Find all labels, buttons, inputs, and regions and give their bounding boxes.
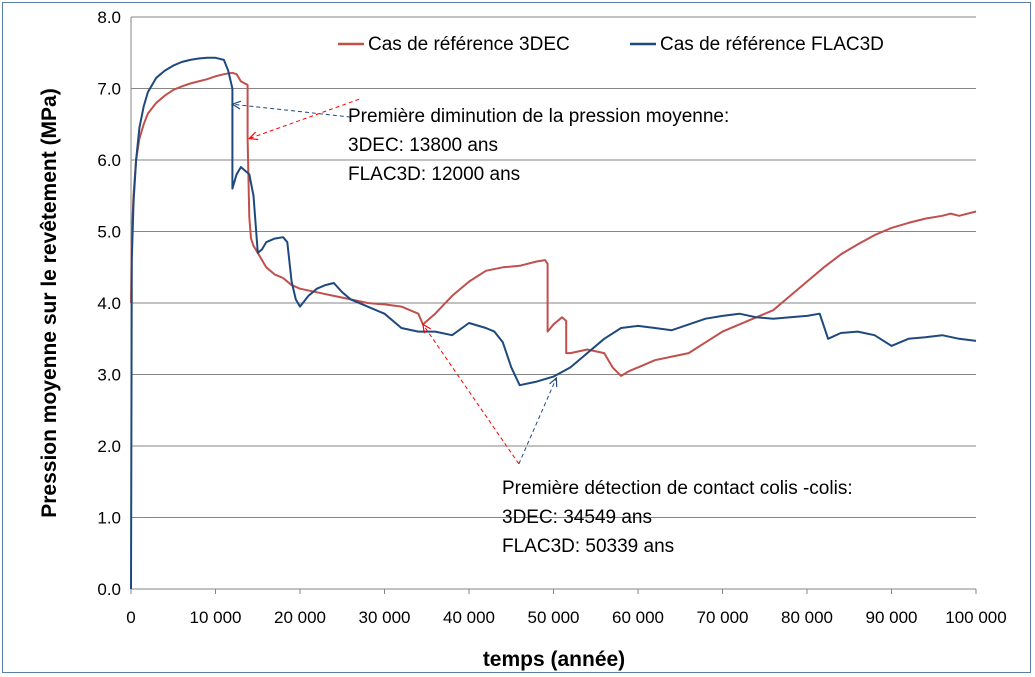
y-axis-title: Pression moyenne sur le revêtement (MPa)	[38, 88, 61, 518]
annotation-arrow	[422, 324, 520, 465]
y-tick-label: 3.0	[97, 366, 121, 385]
x-tick-label: 80 000	[781, 608, 833, 627]
legend-label-0: Cas de référence 3DEC	[368, 34, 570, 55]
y-tick-label: 4.0	[97, 294, 121, 313]
annotation-arrowhead	[231, 100, 242, 110]
annotation-arrow	[518, 377, 557, 465]
annotation-text: 3DEC: 34549 ans	[502, 507, 652, 528]
series-line-0	[130, 71, 977, 377]
x-tick-label: 20 000	[274, 608, 326, 627]
annotation-text: 3DEC: 13800 ans	[348, 135, 498, 156]
annotation-text: Première détection de contact colis -col…	[502, 478, 853, 499]
annotation-text: Première diminution de la pression moyen…	[348, 106, 729, 127]
y-tick-label: 8.0	[97, 8, 121, 27]
legend: Cas de référence 3DEC Cas de référence FL…	[338, 34, 884, 55]
x-tick-label: 100 000	[945, 608, 1006, 627]
y-tick-label: 0.0	[97, 580, 121, 599]
x-tick-label: 90 000	[866, 608, 918, 627]
x-tick-label: 40 000	[443, 608, 495, 627]
x-tick-label: 10 000	[190, 608, 242, 627]
y-tick-label: 7.0	[97, 80, 121, 99]
x-tick-label: 60 000	[612, 608, 664, 627]
x-axis-title: temps (année)	[483, 648, 625, 671]
y-tick-label: 2.0	[97, 437, 121, 456]
annotation-arrow	[249, 98, 360, 140]
annotation-text: FLAC3D: 12000 ans	[348, 164, 520, 185]
axes: 0.0 1.0 2.0 3.0 4.0 5.0 6.0 7.0 8.0 0 10 000 20 000…	[97, 8, 1006, 627]
annotation-arrowhead	[549, 376, 558, 388]
x-tick-label: 50 000	[528, 608, 580, 627]
y-tick-label: 5.0	[97, 223, 121, 242]
annotation-arrow	[232, 103, 351, 118]
annotation-arrowhead	[422, 323, 432, 334]
x-tick-label: 0	[126, 608, 135, 627]
grid	[131, 16, 976, 518]
series-layer	[130, 56, 977, 590]
y-tick-label: 1.0	[97, 509, 121, 528]
annotation-arrowhead	[248, 131, 259, 141]
legend-label-1: Cas de référence FLAC3D	[660, 34, 884, 55]
series-line-1	[130, 56, 977, 590]
y-tick-label: 6.0	[97, 151, 121, 170]
x-tick-label: 70 000	[697, 608, 749, 627]
annotations: Première diminution de la pression moyen…	[231, 98, 853, 557]
x-tick-label: 30 000	[359, 608, 411, 627]
annotation-text: FLAC3D: 50339 ans	[502, 536, 674, 557]
